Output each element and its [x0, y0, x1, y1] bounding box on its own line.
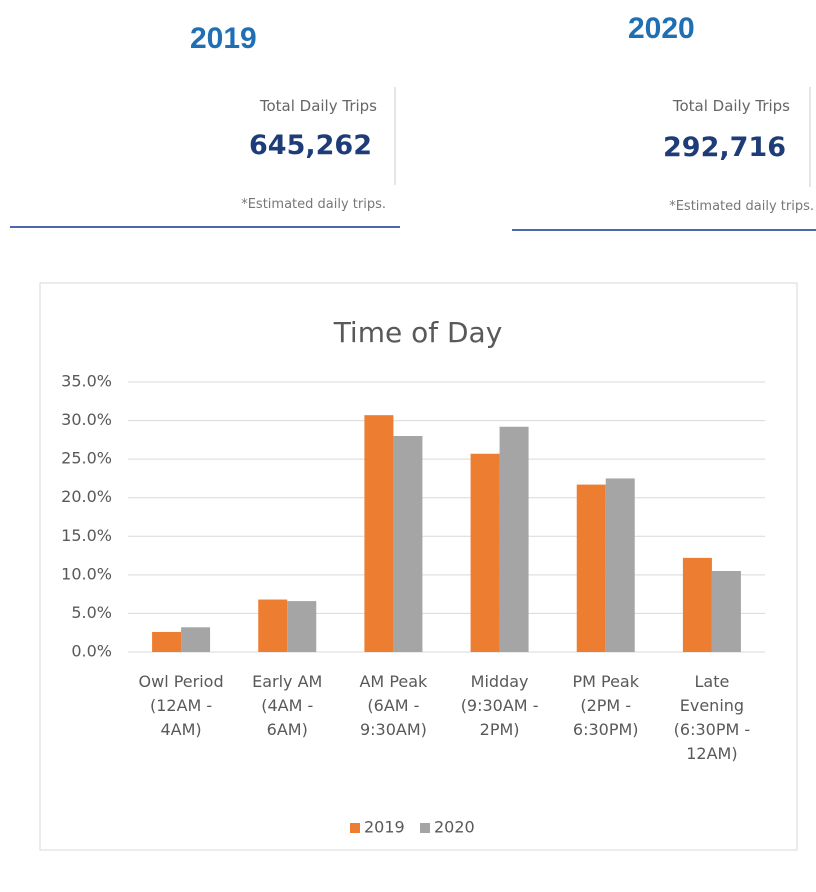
bar: [152, 631, 182, 652]
kpi-note: *Estimated daily trips.: [241, 197, 386, 212]
bar: [576, 484, 606, 652]
bar: [682, 557, 712, 652]
year-heading: 2019: [190, 22, 257, 55]
kpi-card: Total Daily Trips 645,262 *Estimated dai…: [10, 75, 400, 230]
bar: [181, 627, 211, 652]
kpi-value: 645,262: [249, 130, 372, 161]
year-heading: 2020: [628, 12, 695, 45]
bar: [287, 601, 317, 652]
bar: [364, 415, 394, 652]
x-tick-label: Owl Period (12AM - 4AM): [138, 672, 224, 739]
legend-swatch: [420, 823, 430, 833]
y-tick-label: 10.0%: [61, 564, 112, 583]
kpi-card: Total Daily Trips 292,716 *Estimated dai…: [512, 75, 816, 233]
kpi-value: 292,716: [663, 132, 786, 163]
kpi-note: *Estimated daily trips.: [669, 199, 814, 214]
kpi-label: Total Daily Trips: [259, 97, 377, 115]
underline: [10, 226, 400, 228]
x-tick-label: Early AM (4AM - 6AM): [252, 672, 323, 739]
y-tick-label: 30.0%: [61, 410, 112, 429]
divider: [394, 87, 396, 185]
y-tick-label: 35.0%: [61, 372, 112, 391]
bar: [470, 453, 500, 652]
bar: [499, 426, 529, 652]
bar: [711, 571, 741, 652]
x-tick-label: Midday (9:30AM - 2PM): [460, 672, 539, 739]
kpi-label: Total Daily Trips: [672, 97, 790, 115]
bar: [605, 478, 635, 652]
legend-label: 2019: [364, 818, 405, 837]
y-tick-label: 25.0%: [61, 449, 112, 468]
legend-swatch: [350, 823, 360, 833]
bar: [258, 599, 288, 652]
bar: [393, 436, 423, 652]
legend-label: 2020: [434, 818, 475, 837]
x-tick-label: PM Peak (2PM - 6:30PM): [572, 672, 639, 739]
y-tick-label: 15.0%: [61, 526, 112, 545]
underline: [512, 229, 816, 231]
chart-title: Time of Day: [333, 316, 503, 349]
divider: [809, 87, 811, 187]
y-tick-label: 0.0%: [71, 642, 112, 661]
x-tick-label: Late Evening (6:30PM - 12AM): [673, 672, 751, 763]
x-tick-label: AM Peak (6AM - 9:30AM): [359, 672, 428, 739]
y-tick-label: 20.0%: [61, 487, 112, 506]
y-tick-label: 5.0%: [71, 603, 112, 622]
